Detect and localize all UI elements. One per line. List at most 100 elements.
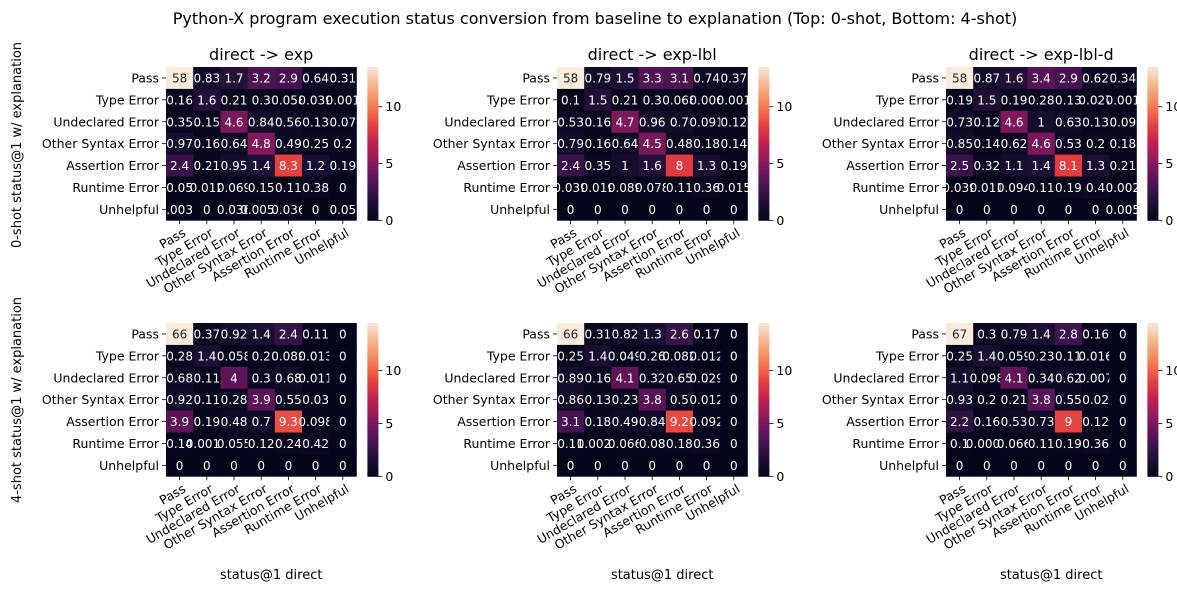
- heatmap-cell: [166, 410, 194, 433]
- colorbar-segment: [367, 158, 379, 163]
- cell-label: 0.098: [970, 371, 1004, 385]
- y-tick-label: Type Error: [875, 92, 940, 107]
- y-tick-label: Runtime Error: [72, 180, 160, 195]
- y-tick-label: Undeclared Error: [53, 114, 159, 129]
- heatmap-cell: [1054, 454, 1083, 477]
- colorbar-tick-label: 10: [385, 99, 401, 114]
- cell-label: 0.03: [302, 393, 329, 407]
- cell-label: 0.16: [584, 137, 611, 151]
- cell-label: 0.0034: [159, 203, 201, 217]
- colorbar-segment: [758, 335, 770, 339]
- colorbar-segment: [758, 366, 770, 370]
- heatmap-cell: [720, 388, 748, 411]
- colorbar-segment: [1147, 120, 1159, 124]
- colorbar-segment: [367, 179, 379, 183]
- colorbar-tick-label: 10: [1165, 99, 1177, 114]
- y-tick-label: Undeclared Error: [444, 114, 550, 129]
- cell-label: 0: [285, 459, 293, 473]
- cell-label: 2.9: [1059, 71, 1078, 85]
- heatmap-cell: [220, 454, 248, 477]
- colorbar-segment: [367, 69, 379, 73]
- colorbar-segment: [1147, 409, 1159, 413]
- heatmap-cell: [193, 132, 221, 155]
- heatmap-cell: [166, 388, 194, 411]
- colorbar-segment: [367, 138, 379, 142]
- colorbar-segment: [758, 368, 770, 373]
- heatmap-cell: [1000, 154, 1028, 177]
- cell-label: 0.007: [1078, 371, 1112, 385]
- heatmap-cell: [166, 154, 194, 177]
- heatmap-cell: [557, 388, 585, 411]
- heatmap-cell: [665, 67, 694, 90]
- heatmap-cell: [1054, 67, 1083, 90]
- y-tick-label: Pass: [131, 326, 159, 341]
- cell-label: 0.13: [302, 115, 329, 129]
- heatmap-cell: [247, 67, 276, 90]
- cell-label: 1.5: [588, 93, 607, 107]
- colorbar-segment: [1147, 371, 1159, 375]
- cell-label: 0.12: [248, 437, 275, 451]
- colorbar-segment: [367, 176, 379, 180]
- heatmap-cell: [973, 432, 1001, 455]
- cell-label: 0: [339, 181, 347, 195]
- cell-label: 0.3: [643, 93, 662, 107]
- colorbar-segment: [367, 404, 379, 408]
- colorbar-segment: [1147, 123, 1159, 127]
- y-tick-label: Pass: [522, 70, 550, 85]
- colorbar-segment: [1147, 187, 1159, 191]
- heatmap-cell: [973, 132, 1001, 155]
- heatmap-cell: [1054, 154, 1083, 177]
- heatmap-cell: [302, 110, 330, 134]
- colorbar-segment: [1147, 435, 1159, 439]
- cell-label: 0.62: [1001, 137, 1028, 151]
- cell-label: 0.05: [166, 181, 193, 195]
- colorbar-segment: [1147, 204, 1159, 209]
- colorbar-segment: [758, 87, 770, 91]
- colorbar-segment: [367, 72, 379, 76]
- heatmap-cell: [584, 132, 612, 155]
- heatmap-cell: [973, 88, 1001, 112]
- heatmap-cell: [274, 132, 303, 155]
- colorbar-segment: [758, 92, 770, 96]
- cell-label: 0.64: [221, 137, 248, 151]
- cell-label: 0.73: [1028, 415, 1055, 429]
- y-tick-label: Assertion Error: [457, 414, 551, 429]
- cell-label: 0.19: [1055, 181, 1082, 195]
- heatmap-cell: [720, 67, 748, 90]
- cell-label: 0.85: [946, 137, 973, 151]
- colorbar-segment: [758, 386, 770, 390]
- colorbar-tick-label: 0: [776, 213, 784, 228]
- cell-label: 0.0017: [186, 437, 228, 451]
- cell-label: 9.2: [670, 415, 689, 429]
- colorbar-segment: [758, 176, 770, 180]
- cell-label: 4.7: [615, 115, 634, 129]
- cell-label: 2.8: [1059, 327, 1078, 341]
- colorbar-segment: [367, 379, 379, 383]
- colorbar-segment: [367, 358, 379, 362]
- cell-label: 8: [676, 159, 684, 173]
- heatmap-cell: [584, 176, 612, 199]
- colorbar-segment: [758, 105, 770, 109]
- cell-label: 0.11: [302, 327, 329, 341]
- colorbar-segment: [1147, 215, 1159, 219]
- y-tick-label: Undeclared Error: [833, 114, 939, 129]
- cell-label: 2.9: [279, 71, 298, 85]
- heatmap-cell: [973, 388, 1001, 411]
- colorbar-segment: [367, 366, 379, 370]
- cell-label: 0.039: [298, 93, 332, 107]
- cell-label: 1.2: [306, 159, 325, 173]
- colorbar-segment: [1147, 432, 1159, 436]
- y-tick-label: Type Error: [875, 348, 940, 363]
- colorbar-segment: [1147, 368, 1159, 373]
- cell-label: 1.6: [643, 159, 662, 173]
- colorbar-segment: [367, 414, 379, 419]
- heatmap-cell: [973, 344, 1001, 368]
- colorbar-segment: [367, 189, 379, 193]
- y-tick-label: Unhelpful: [490, 202, 550, 217]
- heatmap-cell: [720, 432, 748, 455]
- colorbar-segment: [758, 417, 770, 421]
- colorbar-segment: [1147, 212, 1159, 216]
- heatmap-cell: [973, 410, 1001, 433]
- colorbar-segment: [1147, 425, 1159, 429]
